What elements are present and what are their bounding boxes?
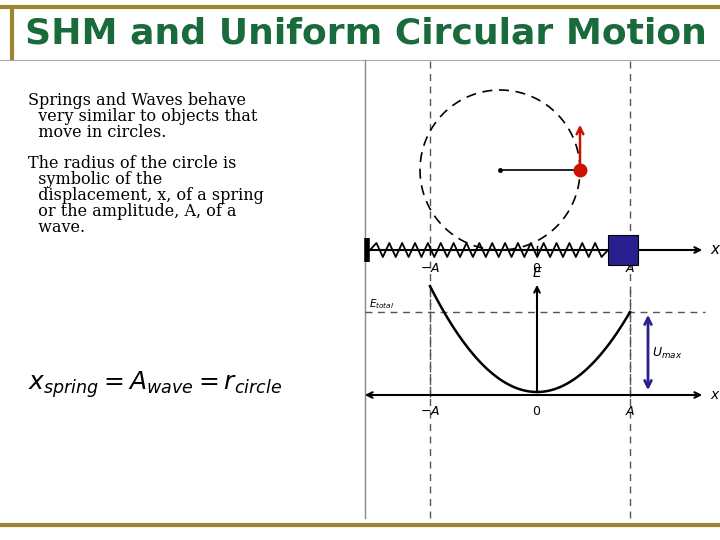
Text: $E_{total}$: $E_{total}$ (369, 297, 394, 311)
Text: $-A$: $-A$ (420, 405, 440, 418)
Text: $0$: $0$ (532, 405, 541, 418)
Bar (608, 235, 638, 265)
Text: $A$: $A$ (625, 262, 635, 275)
Text: or the amplitude, A, of a: or the amplitude, A, of a (28, 203, 236, 220)
Text: $E$: $E$ (531, 266, 542, 280)
Text: move in circles.: move in circles. (28, 124, 166, 141)
Text: $A$: $A$ (625, 405, 635, 418)
Text: $-A$: $-A$ (420, 262, 440, 275)
Text: symbolic of the: symbolic of the (28, 171, 162, 188)
Text: wave.: wave. (28, 219, 85, 236)
Text: The radius of the circle is: The radius of the circle is (28, 155, 236, 172)
Text: $x_{spring} = A_{wave} = r_{circle}$: $x_{spring} = A_{wave} = r_{circle}$ (28, 370, 282, 400)
Text: $x$: $x$ (710, 388, 720, 402)
Text: SHM and Uniform Circular Motion: SHM and Uniform Circular Motion (25, 16, 707, 50)
Text: $x$: $x$ (710, 242, 720, 258)
Text: very similar to objects that: very similar to objects that (28, 108, 257, 125)
Text: $0$: $0$ (532, 262, 541, 275)
Text: Springs and Waves behave: Springs and Waves behave (28, 92, 246, 109)
Text: displacement, x, of a spring: displacement, x, of a spring (28, 187, 264, 204)
Text: $U_{max}$: $U_{max}$ (652, 346, 683, 361)
